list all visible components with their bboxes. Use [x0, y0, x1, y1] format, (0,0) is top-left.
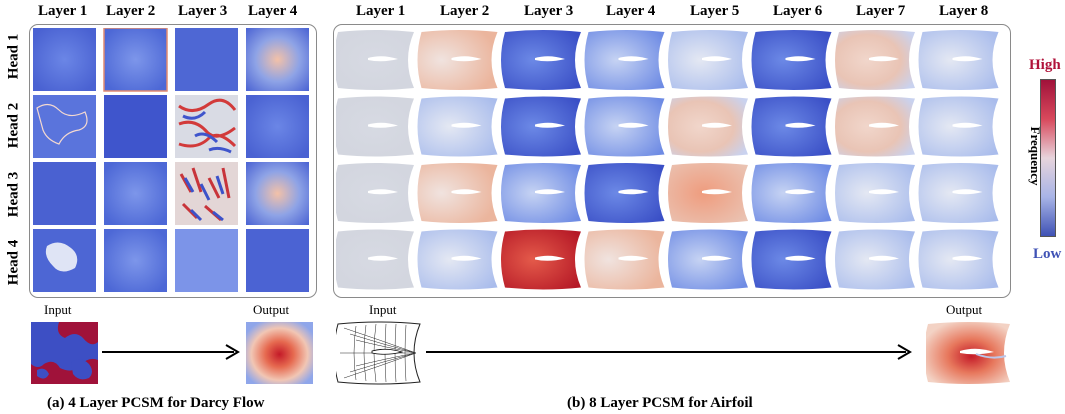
darcy-head-label-4: Head 4 [5, 239, 22, 286]
airfoil-map-h3-l5 [668, 163, 748, 223]
airfoil-map-h2-l8 [918, 96, 999, 157]
airfoil-map-h4-l2 [417, 229, 498, 290]
airfoil-map-h1-l4 [584, 30, 665, 90]
airfoil-map-h3-l6 [751, 163, 832, 223]
darcy-map-h4-l4 [246, 229, 309, 292]
airfoil-map-h2-l7 [835, 96, 915, 157]
darcy-input-label: Input [44, 302, 72, 317]
darcy-caption: (a) 4 Layer PCSM for Darcy Flow [47, 395, 265, 411]
airfoil-map-h3-l1 [336, 163, 414, 223]
colorbar [1040, 79, 1056, 237]
darcy-layer-label-3: Layer 3 [178, 3, 228, 19]
airfoil-output-label: Output [946, 302, 983, 317]
airfoil-heatmap-grid [336, 30, 999, 290]
airfoil-map-h2-l2 [417, 96, 498, 157]
darcy-map-h1-l4 [246, 28, 309, 91]
airfoil-layer-label-5: Layer 5 [690, 3, 740, 19]
airfoil-map-h2-l6 [751, 96, 832, 157]
darcy-layer-label-2: Layer 2 [106, 3, 156, 19]
airfoil-input-label: Input [369, 302, 397, 317]
airfoil-layer-label-1: Layer 1 [356, 3, 406, 19]
colorbar-high-label: High [1029, 57, 1061, 73]
airfoil-map-h3-l2 [417, 163, 498, 223]
airfoil-input-mesh [336, 321, 421, 385]
colorbar-title: Frequency [1028, 126, 1043, 186]
darcy-map-h1-l2 [103, 28, 168, 92]
darcy-layer-label-1: Layer 1 [38, 3, 88, 19]
darcy-input-image [31, 322, 98, 384]
airfoil-map-h2-l1 [336, 96, 414, 157]
darcy-head-label-2: Head 2 [5, 102, 22, 149]
darcy-map-h4-l3 [175, 229, 238, 292]
airfoil-map-h3-l7 [835, 163, 915, 223]
airfoil-map-h4-l5 [668, 229, 748, 290]
colorbar-low-label: Low [1033, 246, 1062, 262]
airfoil-map-h1-l1 [336, 30, 414, 90]
darcy-map-h2-l4 [246, 95, 309, 158]
darcy-map-h1-l1 [33, 28, 96, 91]
airfoil-map-h2-l5 [668, 96, 748, 157]
darcy-head-label-1: Head 1 [5, 33, 22, 80]
airfoil-map-h2-l3 [501, 96, 581, 157]
airfoil-map-h1-l5 [668, 30, 748, 90]
darcy-map-h3-l4 [246, 162, 309, 225]
darcy-layer-label-4: Layer 4 [248, 3, 298, 19]
airfoil-map-h4-l4 [584, 229, 665, 290]
darcy-map-h4-l2 [104, 229, 167, 292]
airfoil-map-h1-l7 [835, 30, 915, 90]
darcy-map-h3-l1 [33, 162, 96, 225]
airfoil-arrow [426, 344, 912, 360]
airfoil-layer-label-6: Layer 6 [773, 3, 823, 19]
darcy-output-label: Output [253, 302, 290, 317]
airfoil-layer-label-4: Layer 4 [606, 3, 656, 19]
darcy-head-label-3: Head 3 [5, 171, 22, 218]
airfoil-map-h1-l2 [417, 30, 498, 90]
darcy-arrow [102, 344, 240, 360]
airfoil-map-h1-l6 [751, 30, 832, 90]
airfoil-map-h2-l4 [584, 96, 665, 157]
airfoil-layer-label-8: Layer 8 [939, 3, 989, 19]
airfoil-map-h3-l8 [918, 163, 999, 223]
darcy-output-image [246, 322, 313, 384]
airfoil-map-h3-l3 [501, 163, 581, 223]
airfoil-layer-label-2: Layer 2 [440, 3, 490, 19]
airfoil-layer-label-7: Layer 7 [856, 3, 906, 19]
darcy-map-h3-l2 [104, 162, 167, 225]
airfoil-map-h3-l4 [584, 163, 665, 223]
airfoil-map-h4-l1 [336, 229, 414, 290]
airfoil-map-h4-l3 [501, 229, 581, 290]
airfoil-output-image [926, 322, 1010, 384]
darcy-map-h2-l2 [104, 95, 167, 158]
airfoil-layer-label-3: Layer 3 [524, 3, 574, 19]
darcy-heatmap-grid [33, 28, 309, 292]
airfoil-map-h4-l8 [918, 229, 999, 290]
airfoil-map-h1-l3 [501, 30, 581, 90]
airfoil-map-h1-l8 [918, 30, 999, 90]
darcy-map-h1-l3 [175, 28, 238, 91]
airfoil-map-h4-l7 [835, 229, 915, 290]
airfoil-map-h4-l6 [751, 229, 832, 290]
airfoil-caption: (b) 8 Layer PCSM for Airfoil [567, 395, 753, 411]
